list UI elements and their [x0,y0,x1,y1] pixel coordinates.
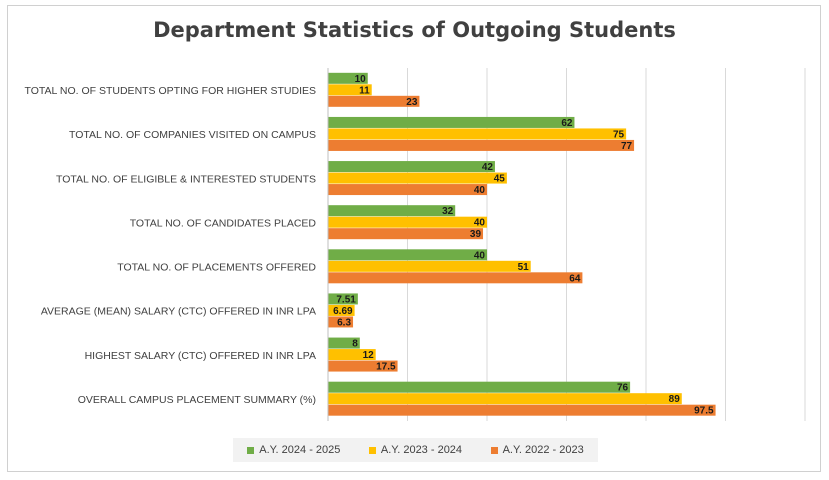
bar [328,381,631,393]
bar [328,95,420,107]
legend-item-series-1: A.Y. 2024 - 2025 [247,444,340,456]
category-label: TOTAL NO. OF STUDENTS OPTING FOR HIGHER … [25,85,317,97]
data-label: 77 [621,141,633,152]
data-label: 89 [669,394,681,405]
bar [328,205,456,217]
data-label: 40 [474,250,486,261]
data-label: 97.5 [694,406,714,417]
bar [328,249,487,261]
bar [328,139,635,151]
bar [328,228,484,240]
legend-label-series-2: A.Y. 2023 - 2024 [380,444,463,456]
bar [328,128,627,140]
data-label: 12 [363,350,375,361]
data-label: 39 [470,229,482,240]
data-label: 11 [359,85,370,96]
category-label: OVERALL CAMPUS PLACEMENT SUMMARY (%) [78,394,316,406]
bar [328,404,716,416]
data-label: 75 [613,129,625,140]
bar [328,349,376,361]
data-label: 23 [406,97,418,108]
category-label: AVERAGE (MEAN) SALARY (CTC) OFFERED IN I… [41,306,316,318]
bar [328,293,358,305]
bar [328,337,360,349]
bar [328,393,682,405]
bar [328,360,398,372]
data-label: 10 [355,74,367,85]
bar [328,72,368,84]
bar [328,272,583,284]
legend-item-series-3: A.Y. 2022 - 2023 [490,444,584,456]
category-label: HIGHEST SALARY (CTC) OFFERED IN INR LPA [85,350,316,362]
data-label: 6.3 [337,317,351,328]
legend-swatch-series-2 [368,446,376,454]
bar [328,316,354,328]
chart-title: Department Statistics of Outgoing Studen… [153,18,676,42]
bar [328,84,372,96]
bar [328,172,507,184]
legend-label-series-3: A.Y. 2022 - 2023 [502,444,584,456]
category-label: TOTAL NO. OF CANDIDATES PLACED [130,217,317,229]
data-label: 76 [617,383,629,394]
category-label: TOTAL NO. OF PLACEMENTS OFFERED [117,262,316,274]
bar [328,304,355,316]
category-label: TOTAL NO. OF COMPANIES VISITED ON CAMPUS [69,129,316,141]
legend-label-series-1: A.Y. 2024 - 2025 [259,444,341,456]
bar [328,260,531,272]
data-label: 32 [442,206,454,217]
data-label: 42 [482,162,494,173]
chart-legend: A.Y. 2024 - 2025 A.Y. 2023 - 2024 A.Y. 2… [233,438,598,462]
bar [328,116,575,128]
bar [328,161,495,173]
data-label: 40 [474,185,486,196]
data-label: 51 [518,262,530,273]
data-label: 45 [494,174,506,185]
data-label: 40 [474,218,486,229]
bar [328,184,487,196]
legend-item-series-2: A.Y. 2023 - 2024 [368,444,463,456]
data-label: 7.51 [336,294,356,305]
data-label: 62 [561,118,573,129]
legend-swatch-series-1 [247,446,255,454]
data-label: 17.5 [376,362,396,373]
data-label: 6.69 [333,306,353,317]
category-label: TOTAL NO. OF ELIGIBLE & INTERESTED STUDE… [56,173,316,185]
data-label: 8 [352,339,358,350]
legend-swatch-series-3 [490,446,498,454]
data-label: 64 [569,273,581,284]
bar [328,216,487,228]
